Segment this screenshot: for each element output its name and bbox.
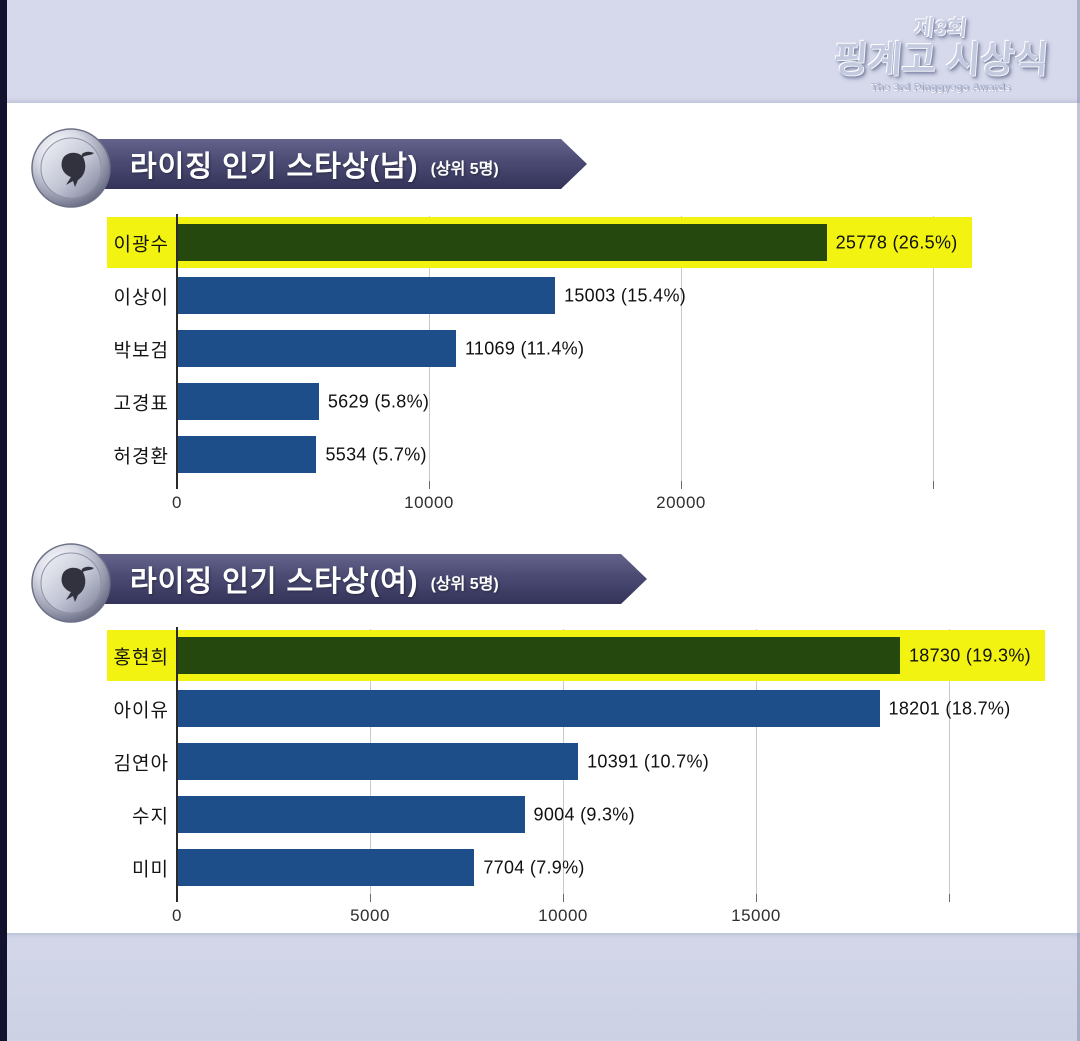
axis-tick <box>933 481 934 489</box>
gridline <box>681 216 682 481</box>
bar <box>177 436 317 473</box>
bar-rows: 홍현희 18730 (19.3%) 아이유 18201 (18.7%) 김연아 10391… <box>107 629 1045 894</box>
axis-tick-label: 0 <box>172 906 182 925</box>
logo-title-text: 핑계고 시상식 <box>832 39 1050 81</box>
value-label: 10391 (10.7%) <box>587 751 710 771</box>
category-label: 김연아 <box>113 753 169 774</box>
axis-tick <box>681 481 682 489</box>
category-label: 박보검 <box>113 340 169 361</box>
x-axis: 0 5000 10000 15000 <box>172 894 950 936</box>
plot-area: 이광수 25778 (26.5%) 이상이 15003 (15.4%) 박보검 11069… <box>107 214 972 512</box>
award-title: 라이징 인기 스타상(남) <box>130 151 419 183</box>
bar-row: 김연아 10391 (10.7%) <box>114 735 949 788</box>
axis-tick-label: 15000 <box>731 906 781 925</box>
axis-tick <box>949 894 950 902</box>
category-label: 미미 <box>132 859 169 880</box>
gridline <box>933 216 934 481</box>
logo-subtitle-text: The 3rd Pinggyego Awards <box>870 81 1012 93</box>
winner-bar <box>177 224 827 261</box>
gridline <box>756 629 757 894</box>
category-label: 아이유 <box>113 700 169 721</box>
axis-tick-label: 10000 <box>404 493 454 512</box>
gridline <box>949 629 950 894</box>
award-title-banner-female: 라이징 인기 스타상(여) (상위 5명) <box>82 554 647 604</box>
bar-row: 미미 7704 (7.9%) <box>132 841 949 894</box>
award-title-note: (상위 5명) <box>430 161 499 178</box>
category-label: 수지 <box>132 806 169 827</box>
bar <box>177 330 456 367</box>
axis-tick <box>370 894 371 902</box>
axis-tick <box>756 894 757 902</box>
award-medallion-icon <box>31 543 111 623</box>
bar-row: 허경환 5534 (5.7%) <box>114 428 933 481</box>
bar <box>177 383 319 420</box>
value-label: 7704 (7.9%) <box>483 857 585 877</box>
left-edge-strip <box>0 0 7 1041</box>
bar-row: 홍현희 18730 (19.3%) <box>107 629 1045 682</box>
value-label: 18201 (18.7%) <box>888 698 1011 718</box>
bar-row: 이상이 15003 (15.4%) <box>114 269 933 322</box>
category-label: 홍현희 <box>113 647 169 668</box>
bar <box>177 743 579 780</box>
x-axis: 0 10000 20000 <box>172 481 934 523</box>
value-label: 15003 (15.4%) <box>564 285 687 305</box>
axis-tick <box>429 481 430 489</box>
logo-edition-text: 제3회 <box>913 17 969 40</box>
award-title-banner-male: 라이징 인기 스타상(남) (상위 5명) <box>82 139 587 189</box>
value-label: 5629 (5.8%) <box>327 391 430 411</box>
y-axis-line <box>176 214 178 489</box>
value-label: 25778 (26.5%) <box>835 232 958 252</box>
right-edge-strip <box>1077 0 1080 1041</box>
bar-row: 박보검 11069 (11.4%) <box>114 322 933 375</box>
award-title-note: (상위 5명) <box>430 576 499 593</box>
axis-tick <box>563 894 564 902</box>
category-label: 고경표 <box>113 393 169 414</box>
category-label: 이광수 <box>113 234 169 255</box>
bar <box>177 849 475 886</box>
bar-row: 이광수 25778 (26.5%) <box>107 216 972 269</box>
value-label: 5534 (5.7%) <box>325 444 427 464</box>
bar-row: 수지 9004 (9.3%) <box>132 788 949 841</box>
axis-tick-label: 20000 <box>656 493 706 512</box>
category-label: 이상이 <box>113 287 169 308</box>
bar-row: 고경표 5629 (5.8%) <box>114 375 933 428</box>
award-medallion-icon <box>31 128 111 208</box>
bar <box>177 277 556 314</box>
axis-tick-label: 5000 <box>350 906 390 925</box>
value-label: 11069 (11.4%) <box>464 338 585 358</box>
bar <box>177 796 525 833</box>
y-axis-line <box>176 627 178 902</box>
axis-tick-label: 10000 <box>538 906 588 925</box>
plot-area: 홍현희 18730 (19.3%) 아이유 18201 (18.7%) 김연아 10391… <box>107 627 1045 925</box>
bar-row: 아이유 18201 (18.7%) <box>114 682 1010 735</box>
award-title: 라이징 인기 스타상(여) <box>130 566 419 598</box>
show-logo: 제3회 핑계고 시상식 The 3rd Pinggyego Awards <box>826 17 1056 93</box>
value-label: 18730 (19.3%) <box>908 645 1031 665</box>
axis-tick-label: 0 <box>172 493 182 512</box>
value-label: 9004 (9.3%) <box>533 804 635 824</box>
winner-bar <box>177 637 900 674</box>
bar <box>177 690 880 727</box>
category-label: 허경환 <box>113 446 169 467</box>
bar-rows: 이광수 25778 (26.5%) 이상이 15003 (15.4%) 박보검 11069… <box>107 216 972 481</box>
